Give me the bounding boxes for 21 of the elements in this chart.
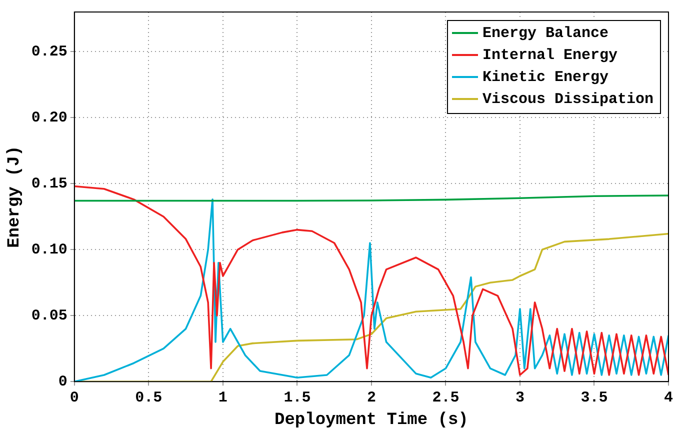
legend-label: Kinetic Energy bbox=[481, 68, 610, 88]
y-tick-label: 0 bbox=[58, 373, 68, 390]
x-tick-label: 4 bbox=[664, 389, 674, 406]
y-tick-label: 0.25 bbox=[31, 43, 68, 60]
x-tick-label: 1.5 bbox=[284, 389, 311, 406]
x-tick-label: 3 bbox=[515, 389, 524, 406]
x-tick-label: 1 bbox=[218, 389, 228, 406]
x-tick-label: 0 bbox=[70, 389, 79, 406]
x-tick-label: 3.5 bbox=[580, 389, 608, 406]
y-tick-label: 0.10 bbox=[31, 241, 68, 258]
y-axis-title: Energy (J) bbox=[5, 146, 24, 248]
y-tick-label: 0.20 bbox=[31, 109, 68, 126]
legend-label: Energy Balance bbox=[481, 24, 610, 44]
legend-label: Internal Energy bbox=[481, 46, 618, 66]
x-axis-title: Deployment Time (s) bbox=[274, 411, 468, 430]
x-tick-label: 2.5 bbox=[432, 389, 460, 406]
y-tick-label: 0.05 bbox=[31, 307, 68, 324]
x-tick-label: 0.5 bbox=[135, 389, 162, 406]
x-tick-label: 2 bbox=[366, 389, 376, 406]
legend-label: Viscous Dissipation bbox=[481, 90, 654, 110]
y-tick-label: 0.15 bbox=[31, 175, 68, 192]
